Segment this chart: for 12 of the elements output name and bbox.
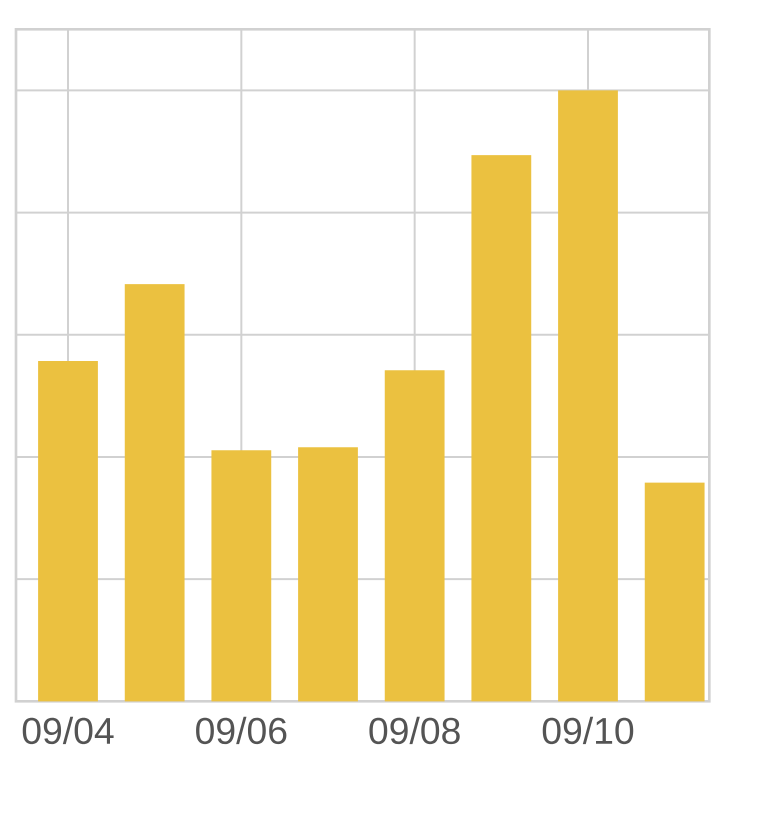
bar bbox=[471, 155, 532, 702]
bar bbox=[644, 482, 705, 702]
bar bbox=[211, 450, 272, 702]
x-tick-label: 09/10 bbox=[542, 716, 634, 744]
bar bbox=[38, 361, 98, 702]
bar bbox=[298, 447, 358, 702]
x-tick-label: 09/08 bbox=[369, 716, 460, 744]
bar bbox=[384, 370, 445, 702]
x-tick-label: 09/06 bbox=[196, 716, 286, 744]
bar bbox=[558, 90, 618, 702]
x-tick-label: 09/04 bbox=[22, 716, 114, 744]
bar bbox=[124, 284, 185, 702]
